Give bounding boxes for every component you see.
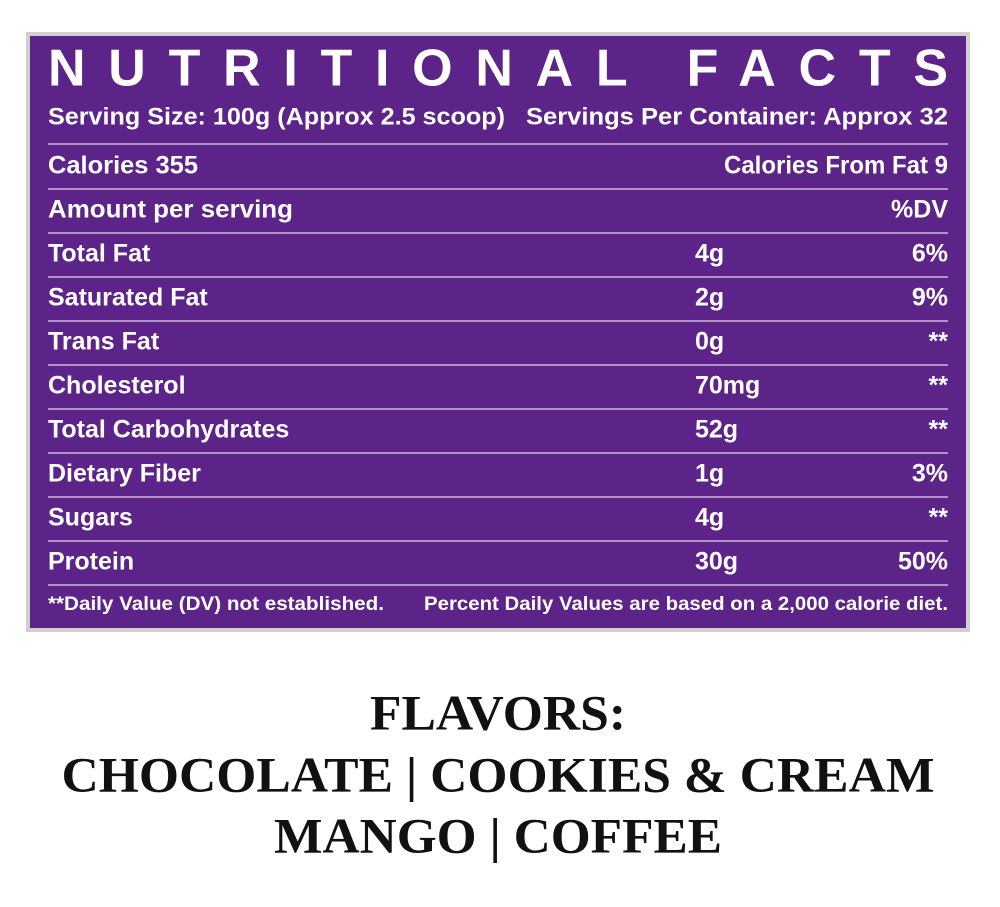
servings-per-container: Servings Per Container: Approx 32 — [526, 103, 948, 130]
nutrient-amount: 2g — [695, 284, 724, 312]
daily-value: 3% — [912, 460, 948, 488]
nutrient-name: Total Fat — [48, 240, 151, 268]
daily-value: 50% — [898, 548, 948, 576]
footnote: **Daily Value (DV) not established. — [48, 594, 384, 615]
flavors-heading: FLAVORS: — [370, 684, 626, 740]
daily-value: 6% — [912, 240, 948, 268]
calories-from-fat: Calories From Fat 9 — [724, 152, 948, 180]
nutrient-name: Total Carbohydrates — [48, 416, 289, 444]
dv-basis: Percent Daily Values are based on a 2,00… — [424, 594, 948, 615]
nutrient-name: Protein — [48, 548, 134, 576]
nutrition-panel — [26, 32, 970, 632]
nutrient-name: Cholesterol — [48, 372, 186, 400]
nutrient-amount: 30g — [695, 548, 738, 576]
daily-value: ** — [929, 372, 949, 400]
nutrient-amount: 52g — [695, 416, 738, 444]
calories: Calories 355 — [48, 152, 198, 180]
daily-value: ** — [929, 328, 949, 356]
table-header: %DV — [891, 196, 948, 224]
daily-value: ** — [929, 416, 949, 444]
nutrient-name: Saturated Fat — [48, 284, 208, 312]
nutrient-amount: 4g — [695, 240, 724, 268]
nutrient-name: Sugars — [48, 504, 133, 532]
title: NUTRITIONAL FACTS — [48, 40, 948, 98]
nutrient-amount: 1g — [695, 460, 724, 488]
nutrient-name: Trans Fat — [48, 328, 160, 356]
nutrient-amount: 0g — [695, 328, 724, 356]
nutrient-name: Dietary Fiber — [48, 460, 201, 488]
daily-value: 9% — [912, 284, 948, 312]
table-header: Amount per serving — [48, 196, 293, 224]
flavors-line: CHOCOLATE | COOKIES & CREAM — [62, 746, 935, 802]
daily-value: ** — [929, 504, 949, 532]
nutrient-amount: 4g — [695, 504, 724, 532]
nutrient-amount: 70mg — [695, 372, 760, 400]
flavors-line: MANGO | COFFEE — [274, 807, 722, 863]
serving-size: Serving Size: 100g (Approx 2.5 scoop) — [48, 103, 505, 130]
